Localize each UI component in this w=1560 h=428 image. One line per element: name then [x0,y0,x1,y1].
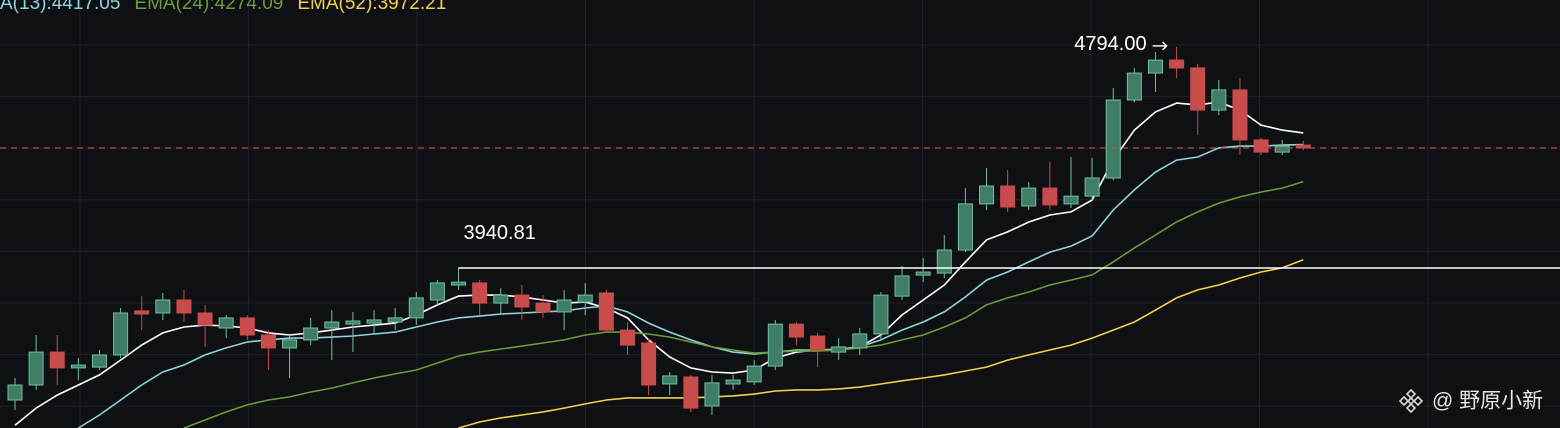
candle-body [345,320,361,325]
candle-body [134,310,150,315]
candle-body [218,317,234,329]
candle-body [979,185,995,205]
candle-body [1274,145,1290,153]
candle-body [704,382,720,407]
candle-body [429,282,445,301]
candle-body [915,271,931,276]
legend-entry: A(13):4417.05 [0,0,120,14]
candle-body [324,321,340,329]
candle-body [7,384,23,401]
candle-body [113,312,129,356]
candle-body [598,292,614,331]
candle-body [1211,89,1227,111]
candle-body [197,312,213,326]
candle-body [577,294,593,303]
ema-line [458,259,1304,428]
candle-body [1190,67,1206,111]
candle-body [1084,177,1100,197]
legend-entry: EMA(52):3972.21 [297,0,446,14]
candle-body [366,319,382,324]
candle-body [1063,195,1079,205]
candle-body [1147,59,1163,74]
candle-body [725,379,741,385]
candle-body [535,302,551,313]
candle-body [472,282,488,304]
candle-body [155,299,171,314]
candles [7,46,1311,416]
candle-body [936,249,952,274]
high-label: 4794.00 [1074,33,1146,55]
candle-body [831,346,847,353]
candle-body [303,327,319,341]
level-label: 3940.81 [464,222,536,244]
candle-body [1021,187,1037,207]
candle-body [493,294,509,304]
candle-body [788,323,804,338]
candle-body [1042,187,1058,206]
candle-body [176,299,192,314]
candle-body [1105,99,1121,179]
candle-body [91,354,107,368]
watermark: @ 野原小新 [1398,388,1543,414]
candle-body [387,317,403,323]
candle-body [514,294,530,308]
overlay: 4794.00 3940.81 A(13):4417.05 EMA(24):4274.… [0,0,1560,269]
candle-body [556,299,572,313]
watermark-text: @ 野原小新 [1432,390,1543,413]
candle-body [852,333,868,349]
candle-body [260,334,276,349]
candle-body [1126,72,1142,101]
legend-entry: EMA(24):4274.09 [134,0,283,14]
candle-body [239,317,255,336]
candle-body [451,281,467,286]
candle-body [28,351,44,386]
candle-body [1232,89,1248,141]
candle-body [767,323,783,367]
candle-body [957,203,973,251]
candle-body [49,351,65,369]
ema-line [77,143,1304,428]
candle-body [70,364,86,369]
candle-body [873,294,889,335]
candle-body [282,339,298,349]
candle-body [662,375,678,385]
high-arrow [1152,41,1168,51]
candle-body [810,335,826,351]
ema-line [183,180,1304,428]
candle-body [1000,185,1016,208]
watermark-logo [1398,388,1424,414]
candle-body [619,329,635,346]
candle-body [683,376,699,409]
candle-body [408,297,424,319]
candle-body [894,275,910,297]
candle-body [1253,139,1269,153]
candle-body [641,342,657,386]
candle-body [746,365,762,383]
candle-body [1169,59,1185,69]
